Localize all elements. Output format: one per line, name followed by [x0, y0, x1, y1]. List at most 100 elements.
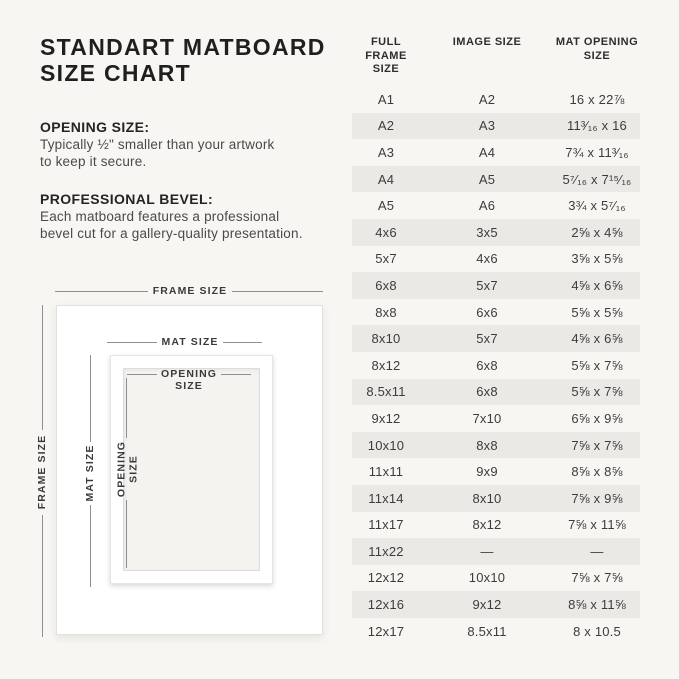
- cell-image-size: A2: [478, 91, 496, 107]
- cell-mat-opening-size: 8 x 10.5: [573, 623, 621, 639]
- opening-size-vline-bottom: [126, 500, 127, 568]
- professional-bevel-description: Each matboard features a professional be…: [40, 209, 303, 242]
- cell-full-frame-size: 10x10: [367, 437, 405, 453]
- cell-mat-opening-size: 2⅝ x 4⅝: [571, 224, 623, 240]
- mat-size-label-horizontal: MAT SIZE: [161, 336, 219, 348]
- frame-size-line-left: [55, 291, 148, 292]
- cell-image-size: 10x10: [468, 570, 506, 586]
- cell-mat-opening-size: 16 x 22⅞: [569, 91, 625, 107]
- opening-size-line-right: [221, 374, 251, 375]
- table-row: 8.5x11 6x8 5⅝ x 7⅝: [352, 378, 640, 406]
- table-row: 12x16 9x12 8⅝ x 11⅝: [352, 591, 640, 618]
- cell-mat-opening-size: 8⅝ x 11⅝: [568, 597, 626, 613]
- cell-image-size: 4x6: [476, 251, 498, 267]
- table-row: 11x11 9x9 8⅝ x 8⅝: [352, 458, 640, 485]
- mat-size-line-right: [223, 342, 262, 343]
- opening-size-vlabel-line2: SIZE: [127, 455, 139, 483]
- cell-full-frame-size: 6x8: [375, 277, 397, 293]
- cell-image-size: 8x12: [472, 517, 502, 533]
- size-table-body: A1 A2 16 x 22⅞ A2 A3 11³⁄₁₆ x 16 A3 A4 7…: [352, 86, 640, 644]
- cell-image-size: 3x5: [476, 224, 498, 240]
- mat-size-vline-top: [90, 355, 91, 442]
- cell-mat-opening-size: 4⅝ x 6⅝: [571, 277, 623, 293]
- cell-mat-opening-size: 11³⁄₁₆ x 16: [566, 118, 627, 134]
- opening-rect: [123, 368, 260, 571]
- mat-size-label-vertical: MAT SIZE: [84, 444, 96, 502]
- professional-bevel-description-line2: bevel cut for a gallery-quality presenta…: [40, 225, 303, 241]
- cell-full-frame-size: 12x17: [367, 623, 405, 639]
- table-row: 10x10 8x8 7⅝ x 7⅝: [352, 431, 640, 459]
- cell-image-size: 8.5x11: [467, 623, 507, 639]
- opening-size-label-line1: OPENING: [160, 368, 218, 380]
- cell-full-frame-size: A3: [377, 144, 395, 160]
- cell-image-size: 7x10: [472, 410, 502, 426]
- opening-size-label-line2: SIZE: [175, 379, 203, 392]
- cell-full-frame-size: 4x6: [375, 224, 397, 240]
- cell-image-size: A6: [478, 198, 496, 214]
- table-row: A3 A4 7¾ x 11³⁄₁₆: [352, 139, 640, 166]
- page-title-line1: STANDART MATBOARD: [40, 34, 326, 60]
- cell-image-size: 9x9: [476, 464, 498, 480]
- cell-image-size: 6x8: [476, 357, 498, 373]
- cell-full-frame-size: 12x12: [367, 570, 405, 586]
- cell-image-size: 6x8: [476, 384, 498, 400]
- table-row: 8x8 6x6 5⅝ x 5⅝: [352, 299, 640, 326]
- mat-size-vline-bottom: [90, 505, 91, 587]
- cell-mat-opening-size: 5⅝ x 5⅝: [571, 304, 623, 320]
- opening-size-label-vertical: OPENING SIZE: [115, 440, 140, 498]
- cell-mat-opening-size: 7¾ x 11³⁄₁₆: [565, 144, 629, 160]
- opening-size-vlabel-line1: OPENING: [115, 440, 128, 498]
- table-row: A1 A2 16 x 22⅞: [352, 86, 640, 113]
- cell-full-frame-size: 11x22: [368, 543, 404, 559]
- page-title-line2: SIZE CHART: [40, 60, 191, 86]
- header-mat-opening-size: MAT OPENING SIZE: [555, 36, 639, 62]
- header-full-frame-size: FULL FRAME SIZE: [365, 36, 407, 75]
- opening-size-description-line1: Typically ½" smaller than your artwork: [40, 137, 275, 152]
- cell-full-frame-size: A1: [377, 91, 395, 107]
- cell-full-frame-size: 8x8: [375, 304, 397, 320]
- frame-size-vline-top: [42, 305, 43, 430]
- cell-full-frame-size: 11x17: [368, 517, 404, 533]
- cell-full-frame-size: 11x14: [368, 490, 404, 506]
- frame-size-vline-bottom: [42, 515, 43, 637]
- cell-mat-opening-size: 3¾ x 5⁷⁄₁₆: [568, 198, 626, 214]
- cell-full-frame-size: 8x12: [371, 357, 401, 373]
- table-row: A2 A3 11³⁄₁₆ x 16: [352, 112, 640, 140]
- professional-bevel-heading: PROFESSIONAL BEVEL:: [40, 191, 214, 207]
- cell-full-frame-size: 11x11: [368, 464, 404, 480]
- table-row: 11x17 8x12 7⅝ x 11⅝: [352, 512, 640, 539]
- cell-mat-opening-size: 7⅝ x 7⅝: [571, 437, 623, 453]
- cell-mat-opening-size: —: [590, 543, 604, 559]
- cell-image-size: 9x12: [472, 597, 502, 613]
- table-row: 12x12 10x10 7⅝ x 7⅝: [352, 565, 640, 592]
- table-row: 8x12 6x8 5⅝ x 7⅝: [352, 352, 640, 379]
- cell-full-frame-size: 8x10: [371, 331, 401, 347]
- cell-mat-opening-size: 5⁷⁄₁₆ x 7¹⁵⁄₁₆: [562, 171, 632, 187]
- cell-full-frame-size: A4: [377, 171, 395, 187]
- cell-mat-opening-size: 8⅝ x 8⅝: [571, 464, 623, 480]
- opening-size-vline-top: [126, 378, 127, 438]
- opening-size-label-horizontal: OPENING SIZE: [159, 368, 219, 392]
- opening-size-line-left: [127, 374, 157, 375]
- table-row: A5 A6 3¾ x 5⁷⁄₁₆: [352, 192, 640, 219]
- opening-size-heading: OPENING SIZE:: [40, 119, 150, 135]
- size-table-header: FULL FRAME SIZE IMAGE SIZE MAT OPENING S…: [352, 36, 640, 77]
- table-row: 6x8 5x7 4⅝ x 6⅝: [352, 272, 640, 299]
- table-row: 8x10 5x7 4⅝ x 6⅝: [352, 325, 640, 352]
- cell-mat-opening-size: 6⅝ x 9⅝: [571, 410, 623, 426]
- page-title: STANDART MATBOARD SIZE CHART: [40, 34, 326, 86]
- table-row: 11x14 8x10 7⅝ x 9⅝: [352, 484, 640, 512]
- cell-full-frame-size: 8.5x11: [366, 384, 406, 400]
- table-row: 12x17 8.5x11 8 x 10.5: [352, 618, 640, 645]
- cell-mat-opening-size: 7⅝ x 11⅝: [568, 517, 626, 533]
- cell-full-frame-size: 9x12: [371, 410, 401, 426]
- table-row: 11x22 — —: [352, 538, 640, 565]
- cell-image-size: A3: [478, 118, 496, 134]
- cell-image-size: —: [480, 543, 494, 559]
- table-row: A4 A5 5⁷⁄₁₆ x 7¹⁵⁄₁₆: [352, 165, 640, 193]
- cell-mat-opening-size: 5⅝ x 7⅝: [571, 384, 623, 400]
- cell-image-size: A5: [478, 171, 496, 187]
- cell-image-size: 8x10: [472, 490, 502, 506]
- opening-size-description-line2: to keep it secure.: [40, 153, 147, 169]
